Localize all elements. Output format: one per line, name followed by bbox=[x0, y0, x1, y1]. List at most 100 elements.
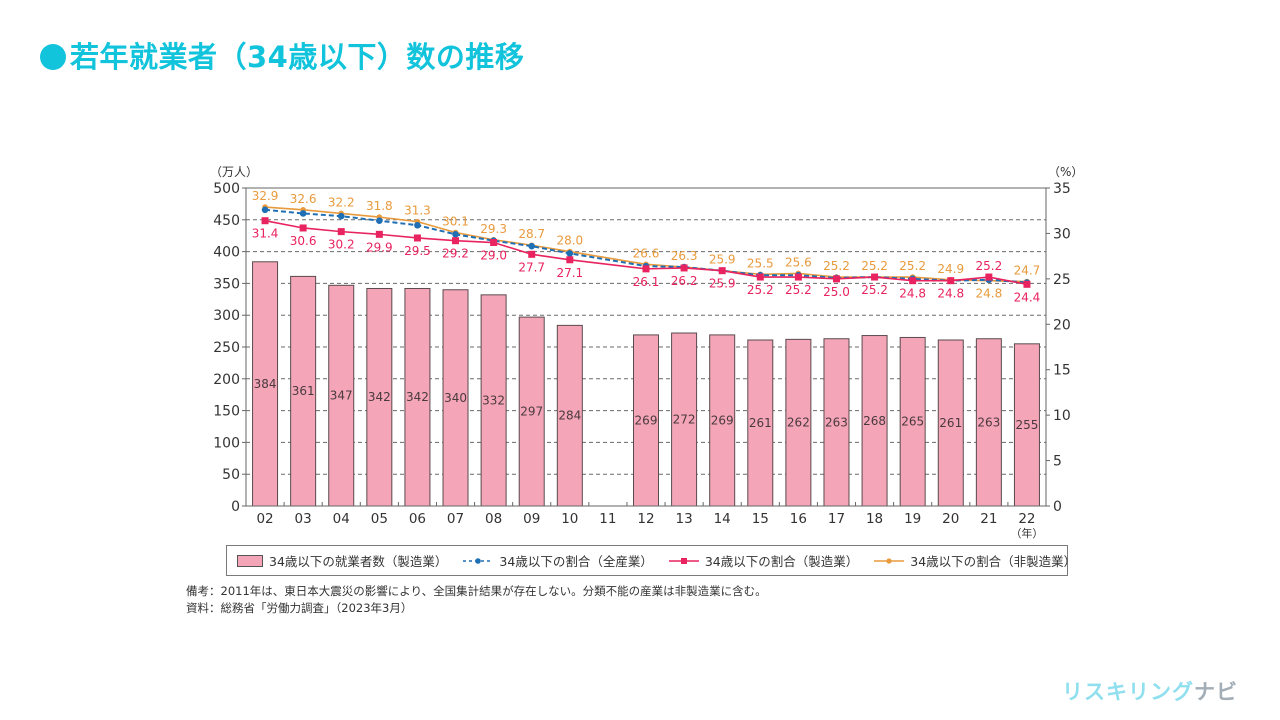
series-marker bbox=[261, 217, 269, 225]
series-marker bbox=[680, 264, 688, 272]
bar-value-label: 269 bbox=[635, 413, 658, 427]
series-marker bbox=[261, 206, 269, 214]
bar-value-label: 261 bbox=[749, 416, 772, 430]
left-tick-label: 100 bbox=[213, 435, 240, 451]
legend-label: 34歳以下の割合（非製造業） bbox=[910, 554, 1077, 569]
series-data-label: 25.9 bbox=[709, 277, 736, 291]
left-tick-label: 150 bbox=[213, 404, 240, 420]
series-marker bbox=[718, 267, 726, 275]
x-tick-label: 09 bbox=[523, 511, 540, 527]
series-data-label: 29.3 bbox=[480, 222, 507, 236]
series-data-label: 31.4 bbox=[252, 227, 279, 241]
series-marker bbox=[299, 224, 307, 232]
series-data-label: 25.0 bbox=[823, 285, 850, 299]
x-tick-label: 02 bbox=[256, 511, 273, 527]
series-data-label: 25.2 bbox=[823, 259, 850, 273]
page-title-text: 若年就業者（34歳以下）数の推移 bbox=[70, 40, 525, 74]
left-tick-label: 350 bbox=[213, 276, 240, 292]
left-tick-label: 0 bbox=[231, 499, 240, 515]
series-data-label: 29.2 bbox=[442, 247, 469, 261]
legend-swatch-dot-line-icon bbox=[874, 557, 905, 564]
x-tick-label: 16 bbox=[790, 511, 807, 527]
legend-label: 34歳以下の就業者数（製造業） bbox=[269, 554, 448, 569]
series-marker bbox=[375, 230, 383, 238]
legend-swatch-square-line-icon bbox=[668, 557, 699, 564]
brand-part2: ナビ bbox=[1194, 680, 1238, 704]
series-data-label: 25.2 bbox=[899, 259, 926, 273]
series-marker bbox=[832, 275, 840, 283]
series-marker bbox=[299, 210, 307, 217]
bar bbox=[480, 294, 507, 507]
series-line bbox=[264, 208, 1028, 284]
series-marker bbox=[414, 221, 421, 229]
source-note: 資料：総務省「労働力調査」（2023年3月） bbox=[186, 601, 413, 615]
series-data-label: 26.2 bbox=[671, 274, 698, 288]
series-data-label: 25.2 bbox=[747, 283, 774, 297]
x-tick-label: 22 bbox=[1018, 511, 1035, 527]
right-tick-label: 5 bbox=[1053, 454, 1062, 470]
series-data-label: 32.9 bbox=[252, 189, 279, 203]
bar-value-label: 361 bbox=[292, 384, 315, 398]
bullet-icon bbox=[40, 44, 66, 70]
right-tick-label: 30 bbox=[1053, 226, 1071, 242]
series-data-label: 26.3 bbox=[671, 249, 698, 263]
legend-label: 34歳以下の割合（製造業） bbox=[704, 554, 859, 569]
series-data-label: 25.2 bbox=[975, 259, 1002, 273]
series-data-label: 24.8 bbox=[899, 287, 926, 301]
x-tick-label: 04 bbox=[333, 511, 350, 527]
series-data-label: 25.9 bbox=[709, 253, 736, 267]
right-tick-label: 35 bbox=[1053, 181, 1071, 197]
bar bbox=[709, 334, 736, 507]
bar bbox=[442, 289, 469, 507]
series-marker bbox=[452, 231, 459, 238]
series-line bbox=[264, 219, 1028, 286]
legend-item-non-manufacturing: 34歳以下の割合（非製造業） bbox=[874, 551, 1076, 570]
bar bbox=[252, 261, 279, 507]
series-marker bbox=[1023, 280, 1031, 288]
series-marker bbox=[337, 212, 345, 220]
series-data-label: 24.8 bbox=[975, 287, 1002, 301]
x-tick-label: 03 bbox=[295, 511, 312, 527]
legend-item-manufacturing: 34歳以下の割合（製造業） bbox=[668, 551, 859, 570]
series-data-label: 24.4 bbox=[1014, 290, 1041, 304]
bar-value-label: 284 bbox=[558, 409, 581, 423]
right-tick-label: 10 bbox=[1053, 408, 1071, 424]
legend-swatch-dashed-line-icon bbox=[463, 557, 494, 564]
x-tick-label: 05 bbox=[371, 511, 388, 527]
right-tick-label: 0 bbox=[1053, 499, 1062, 515]
series-data-label: 31.3 bbox=[404, 204, 431, 218]
x-tick-label: 20 bbox=[942, 511, 959, 527]
bar bbox=[785, 338, 812, 507]
line-series bbox=[261, 204, 1031, 288]
bar-value-label: 269 bbox=[711, 413, 734, 427]
left-tick-label: 250 bbox=[213, 340, 240, 356]
x-tick-label: 10 bbox=[561, 511, 578, 527]
left-tick-label: 450 bbox=[213, 213, 240, 229]
series-data-label: 27.1 bbox=[556, 266, 583, 280]
x-tick-label: 11 bbox=[599, 511, 616, 527]
bar-value-label: 272 bbox=[673, 413, 696, 427]
series-data-label: 29.5 bbox=[404, 244, 431, 258]
page-title: 若年就業者（34歳以下）数の推移 bbox=[40, 34, 524, 76]
bar bbox=[633, 334, 659, 507]
bar-value-label: 384 bbox=[254, 377, 277, 391]
bar-value-label: 255 bbox=[1015, 418, 1038, 432]
x-tick-label: 13 bbox=[676, 511, 693, 527]
series-marker bbox=[528, 250, 536, 258]
series-data-label: 29.9 bbox=[366, 240, 393, 254]
series-data-label: 24.9 bbox=[937, 262, 964, 276]
series-data-label: 28.0 bbox=[556, 234, 583, 248]
legend-label: 34歳以下の割合（全産業） bbox=[499, 554, 653, 569]
bar bbox=[518, 316, 545, 507]
notes: 備考：2011年は、東日本大震災の影響により、全国集計結果が存在しない。分類不能… bbox=[186, 583, 767, 617]
series-marker bbox=[413, 234, 421, 242]
brand-logo: リスキリングナビ bbox=[1062, 676, 1238, 706]
bar-value-label: 347 bbox=[330, 389, 353, 403]
bar-value-label: 263 bbox=[977, 415, 1000, 429]
series-data-label: 29.0 bbox=[480, 249, 507, 263]
left-tick-label: 300 bbox=[213, 308, 240, 324]
bar bbox=[366, 287, 393, 507]
bar-value-label: 262 bbox=[787, 416, 810, 430]
x-tick-label: 08 bbox=[485, 511, 502, 527]
bar bbox=[328, 284, 355, 507]
